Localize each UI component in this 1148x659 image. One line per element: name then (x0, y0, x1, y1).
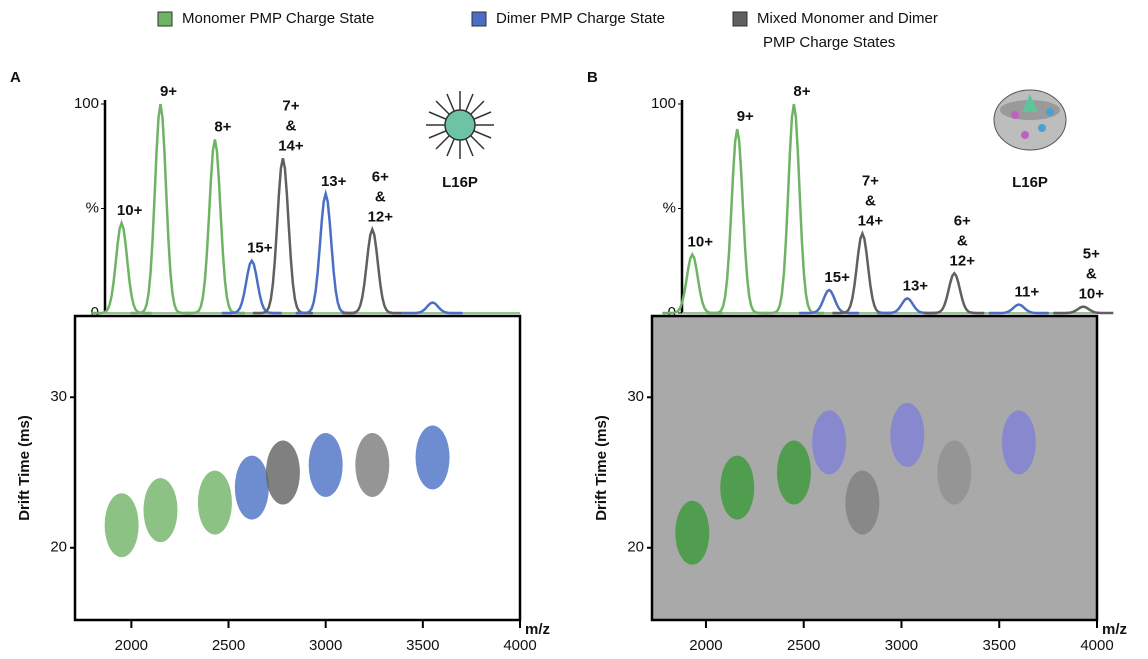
peak-label: 10+ (1079, 286, 1105, 303)
heatmap-frame (650, 314, 1099, 622)
heatmap-background (652, 316, 1097, 620)
molecule-label: L16P (442, 174, 478, 191)
x-tick-label: 2500 (787, 637, 820, 654)
peak-label: 9+ (160, 83, 177, 100)
spectrum-tick-label: % (663, 199, 676, 216)
peak-label: 8+ (793, 83, 810, 100)
drift-spot (720, 455, 755, 520)
y-tick-label: 20 (627, 539, 644, 556)
spectrum-peak (924, 271, 985, 315)
legend-label: PMP Charge States (763, 34, 895, 51)
x-tick-label: 3000 (885, 637, 918, 654)
spectrum-tick-label: % (86, 199, 99, 216)
legend-swatch (732, 11, 748, 27)
peak-label: & (1086, 266, 1097, 283)
spectrum-peak (342, 225, 403, 315)
peak-label: 8+ (214, 118, 231, 135)
spectrum-peak (402, 301, 463, 315)
drift-spot (143, 478, 178, 543)
drift-spot (197, 470, 232, 535)
y-axis-label: Drift Time (ms) (593, 415, 610, 521)
legend-swatch (157, 11, 173, 27)
spectrum-peak (130, 103, 191, 315)
drift-spot (675, 500, 710, 565)
micelle-icon (426, 91, 494, 159)
molecule-label: L16P (1012, 174, 1048, 191)
x-tick-label: 2000 (115, 637, 148, 654)
legend-label: Dimer PMP Charge State (496, 10, 665, 27)
drift-spot (1001, 410, 1036, 475)
spectrum-peak (252, 158, 313, 315)
y-tick-label: 30 (627, 388, 644, 405)
peak-label: 13+ (903, 277, 929, 294)
peak-label: 14+ (278, 137, 304, 154)
spectrum-peak (91, 219, 152, 315)
panel-label: B (587, 69, 598, 86)
drift-spot (776, 440, 811, 505)
drift-spot (355, 432, 390, 497)
x-tick-label: 3500 (983, 637, 1016, 654)
peak-label: 13+ (321, 173, 347, 190)
peak-label: 15+ (247, 240, 273, 257)
peak-label: 10+ (117, 202, 143, 219)
peak-label: & (865, 193, 876, 210)
peak-label: 5+ (1083, 246, 1100, 263)
peak-label: 14+ (858, 213, 884, 230)
legend-swatch (471, 11, 487, 27)
spectrum-peak (707, 128, 768, 315)
spectrum-peak (221, 258, 282, 315)
x-tick-label: 4000 (503, 637, 536, 654)
drift-spot (415, 425, 450, 490)
peak-label: 15+ (824, 269, 850, 286)
spectrum-peak (763, 103, 824, 315)
spectrum-tick-label: 100 (651, 95, 676, 112)
x-tick-label: 2000 (689, 637, 722, 654)
drift-spot (812, 410, 847, 475)
x-tick-label: 4000 (1080, 637, 1113, 654)
peak-label: 6+ (954, 212, 971, 229)
peak-label: 11+ (1014, 284, 1039, 301)
spectrum-peak (988, 303, 1049, 315)
heatmap-frame (73, 314, 522, 622)
peak-label: 12+ (950, 252, 976, 269)
drift-spot (265, 440, 300, 505)
peak-label: 12+ (368, 208, 394, 225)
x-tick-label: 3000 (309, 637, 342, 654)
spectrum-peak (799, 288, 860, 315)
drift-spot (234, 455, 269, 520)
peak-label: 6+ (372, 168, 389, 185)
drift-spot (845, 470, 880, 535)
x-tick-label: 2500 (212, 637, 245, 654)
y-tick-label: 30 (50, 388, 67, 405)
drift-spot (937, 440, 972, 505)
drift-spot (890, 402, 925, 467)
drift-spot (104, 493, 139, 558)
nanodisc-icon (993, 89, 1067, 151)
y-axis-label: Drift Time (ms) (16, 415, 33, 521)
peak-label: & (286, 117, 297, 134)
spectrum-peak (295, 188, 356, 315)
peak-label: 7+ (282, 97, 299, 114)
peak-label: 9+ (737, 108, 754, 125)
drift-spot (308, 432, 343, 497)
peak-label: & (957, 232, 968, 249)
legend-label: Mixed Monomer and Dimer (757, 10, 938, 27)
legend-label: Monomer PMP Charge State (182, 10, 374, 27)
peak-label: 10+ (688, 233, 714, 250)
x-axis-label: m/z (525, 621, 550, 638)
peak-label: & (375, 188, 386, 205)
spectrum-peak (1053, 305, 1114, 315)
spectrum-peak (184, 139, 245, 315)
y-tick-label: 20 (50, 539, 67, 556)
spectrum-tick-label: 100 (74, 95, 99, 112)
x-tick-label: 3500 (406, 637, 439, 654)
peak-label: 7+ (862, 173, 879, 190)
x-axis-label: m/z (1102, 621, 1127, 638)
panel-label: A (10, 69, 21, 86)
spectrum-peak (877, 297, 938, 315)
